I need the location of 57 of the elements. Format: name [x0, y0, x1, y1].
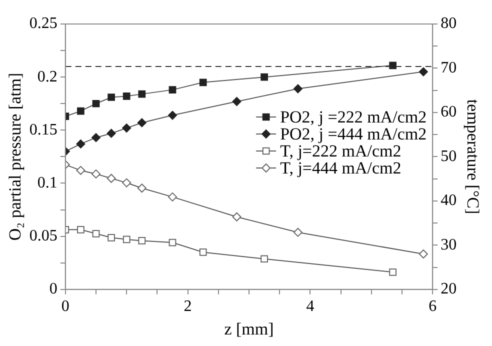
- point: [137, 184, 146, 193]
- point: [199, 78, 207, 86]
- y2-tick-label: 30: [440, 236, 457, 254]
- x-tick-label: 2: [184, 298, 192, 316]
- point: [232, 212, 242, 222]
- y2-tick-label: 70: [440, 59, 457, 76]
- point: [122, 92, 130, 100]
- y2-tick-label: 80: [440, 15, 457, 32]
- point: [138, 90, 146, 98]
- point: [76, 166, 86, 175]
- point: [122, 124, 132, 133]
- y-tick-label: 0.2: [37, 68, 58, 86]
- point: [138, 237, 146, 244]
- point: [199, 248, 207, 256]
- y-tick-label: 0.05: [29, 228, 58, 245]
- legend-label: PO2, j =222 mA/cm2: [280, 107, 427, 126]
- y-tick-label: 0.15: [29, 121, 58, 138]
- point: [106, 128, 116, 138]
- y2-tick-label: 60: [440, 104, 457, 121]
- point: [293, 84, 302, 94]
- y-axis-title: O₂ partial pressure [atm]: [6, 72, 25, 241]
- point: [76, 139, 86, 148]
- point: [389, 62, 396, 70]
- point: [92, 100, 100, 108]
- point: [168, 192, 177, 202]
- point: [77, 107, 84, 115]
- point: [77, 226, 84, 234]
- y2-axis-title: temperature [°C]: [463, 99, 482, 214]
- point: [168, 110, 177, 120]
- point: [92, 230, 100, 238]
- point: [260, 73, 268, 81]
- point: [106, 174, 116, 183]
- point: [168, 86, 176, 94]
- x-tick-label: 6: [428, 298, 437, 316]
- y-tick-label: 0: [49, 280, 58, 298]
- point: [122, 178, 132, 188]
- point: [122, 236, 130, 244]
- x-tick-label: 0: [61, 298, 70, 316]
- point: [260, 255, 268, 263]
- point: [108, 94, 115, 101]
- y2-tick-label: 50: [440, 148, 457, 165]
- y-tick-label: 0.1: [37, 174, 58, 192]
- y2-tick-label: 20: [440, 280, 457, 298]
- x-tick-label: 4: [306, 298, 314, 316]
- y-tick-label: 0.25: [29, 15, 58, 32]
- point: [293, 228, 302, 237]
- point: [389, 268, 396, 276]
- point: [92, 169, 100, 178]
- point: [137, 118, 146, 128]
- point: [232, 96, 242, 106]
- point: [168, 238, 176, 246]
- y2-tick-label: 40: [440, 192, 457, 210]
- point: [108, 234, 115, 242]
- point: [418, 67, 428, 76]
- x-axis-title: z [mm]: [224, 319, 274, 338]
- point: [92, 133, 100, 142]
- point: [418, 250, 428, 259]
